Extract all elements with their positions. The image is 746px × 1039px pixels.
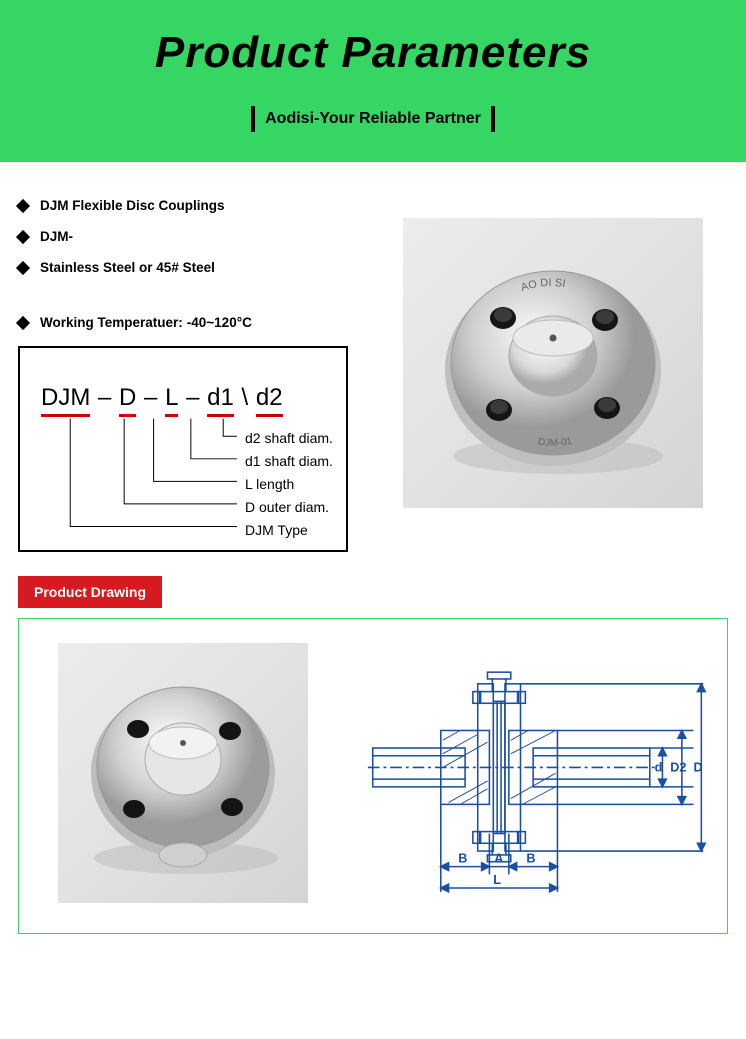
content-area: DJM Flexible Disc Couplings DJM- Stainle… (0, 162, 746, 934)
code-designation-box: DJM – D – L – d1 \ d2 (18, 346, 348, 552)
drawing-right-diagram: d D2 D B A B L (363, 643, 713, 901)
leader-l: L length (245, 476, 294, 492)
top-row: DJM Flexible Disc Couplings DJM- Stainle… (18, 198, 728, 552)
dim-a: A (494, 852, 503, 866)
leader-d: D outer diam. (245, 499, 329, 515)
bullet-text: DJM Flexible Disc Couplings (40, 198, 225, 213)
leader-d1: d1 shaft diam. (245, 453, 333, 469)
right-column: AO DI SI DJM-01 (378, 198, 728, 508)
product-photo: AO DI SI DJM-01 (403, 218, 703, 508)
diamond-icon (16, 260, 30, 274)
leader-djm: DJM Type (245, 522, 308, 538)
diamond-icon (16, 198, 30, 212)
working-temp-value: -40~120°C (187, 315, 252, 330)
working-temp-label: Working Temperatuer: (40, 315, 183, 330)
product-photo-small (58, 643, 308, 903)
diamond-icon (16, 315, 30, 329)
coupling-illustration-small-svg (58, 643, 308, 903)
working-temp-line: Working Temperatuer: -40~120°C (18, 315, 358, 330)
page-subtitle: Aodisi-Your Reliable Partner (251, 106, 495, 132)
product-drawing-panel: d D2 D B A B L (18, 618, 728, 934)
leader-d2: d2 shaft diam. (245, 430, 333, 446)
dim-br: B (526, 852, 535, 866)
header-banner: Product Parameters Aodisi-Your Reliable … (0, 0, 746, 162)
dim-d: d (655, 760, 663, 774)
dim-l: L (493, 873, 501, 887)
bullet-text: Stainless Steel or 45# Steel (40, 260, 215, 275)
dim-D: D (694, 760, 703, 774)
leader-lines-svg (20, 348, 346, 550)
bullet-text: DJM- (40, 229, 73, 244)
left-column: DJM Flexible Disc Couplings DJM- Stainle… (18, 198, 358, 552)
diamond-icon (16, 229, 30, 243)
coupling-illustration-svg: AO DI SI DJM-01 (403, 218, 703, 508)
bullet-item: DJM Flexible Disc Couplings (18, 198, 358, 213)
bullet-item: Stainless Steel or 45# Steel (18, 260, 358, 275)
technical-drawing-svg: d D2 D B A B L (363, 643, 713, 896)
drawing-left-photo (33, 643, 333, 903)
bullet-item: DJM- (18, 229, 358, 244)
section-tag-product-drawing: Product Drawing (18, 576, 162, 608)
dim-d2: D2 (670, 760, 686, 774)
page-title: Product Parameters (0, 28, 746, 78)
dim-bl: B (458, 852, 467, 866)
